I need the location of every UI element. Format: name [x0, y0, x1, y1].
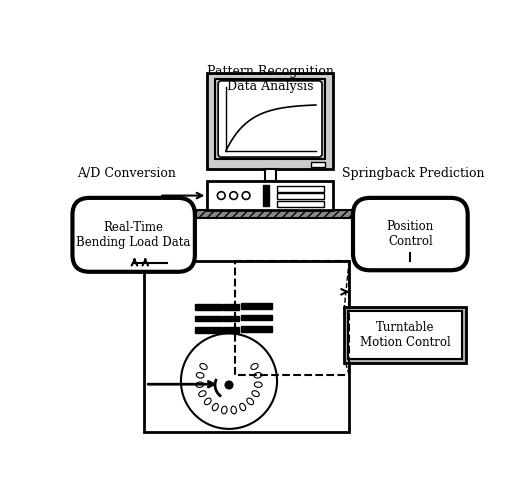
Ellipse shape	[251, 364, 258, 370]
Text: A/D Conversion: A/D Conversion	[77, 167, 176, 180]
Bar	[145, 210, 395, 218]
Ellipse shape	[196, 372, 204, 378]
Bar	[241, 327, 272, 332]
Text: Pattern Recognition
Data Analysis: Pattern Recognition Data Analysis	[207, 65, 333, 93]
Text: Real-Time
Bending Load Data: Real-Time Bending Load Data	[76, 221, 191, 249]
Ellipse shape	[213, 404, 218, 411]
Circle shape	[242, 192, 250, 200]
Bar	[343, 307, 466, 363]
Bar	[215, 80, 325, 159]
Ellipse shape	[252, 391, 259, 397]
Bar	[277, 186, 323, 192]
Circle shape	[181, 333, 277, 429]
Text: Turntable
Motion Control: Turntable Motion Control	[359, 321, 450, 349]
Circle shape	[217, 192, 225, 200]
Bar	[223, 316, 238, 321]
Bar	[207, 181, 333, 210]
Bar	[277, 201, 323, 207]
Ellipse shape	[247, 398, 254, 405]
Bar	[195, 316, 222, 321]
Circle shape	[225, 381, 233, 389]
Ellipse shape	[231, 406, 236, 414]
Text: Position
Control: Position Control	[387, 220, 434, 248]
Bar	[195, 304, 222, 310]
Bar	[207, 73, 333, 169]
Bar	[264, 169, 276, 181]
FancyBboxPatch shape	[218, 81, 322, 157]
Bar	[235, 261, 349, 375]
Bar	[241, 303, 272, 309]
Bar	[263, 185, 269, 206]
Ellipse shape	[196, 382, 204, 387]
Bar	[311, 162, 325, 167]
Bar	[277, 193, 323, 200]
Ellipse shape	[199, 391, 206, 397]
FancyBboxPatch shape	[73, 198, 195, 272]
Circle shape	[230, 192, 237, 200]
Ellipse shape	[254, 372, 262, 378]
Ellipse shape	[254, 382, 262, 387]
Ellipse shape	[240, 404, 246, 411]
Bar	[223, 304, 238, 310]
Bar	[223, 327, 238, 332]
Bar	[348, 311, 462, 359]
Bar	[144, 261, 349, 432]
Ellipse shape	[205, 398, 211, 405]
Text: Springback Prediction: Springback Prediction	[342, 167, 485, 180]
Ellipse shape	[222, 406, 227, 414]
Bar	[195, 327, 222, 332]
FancyBboxPatch shape	[353, 198, 467, 270]
Bar	[241, 315, 272, 320]
Ellipse shape	[200, 364, 207, 370]
